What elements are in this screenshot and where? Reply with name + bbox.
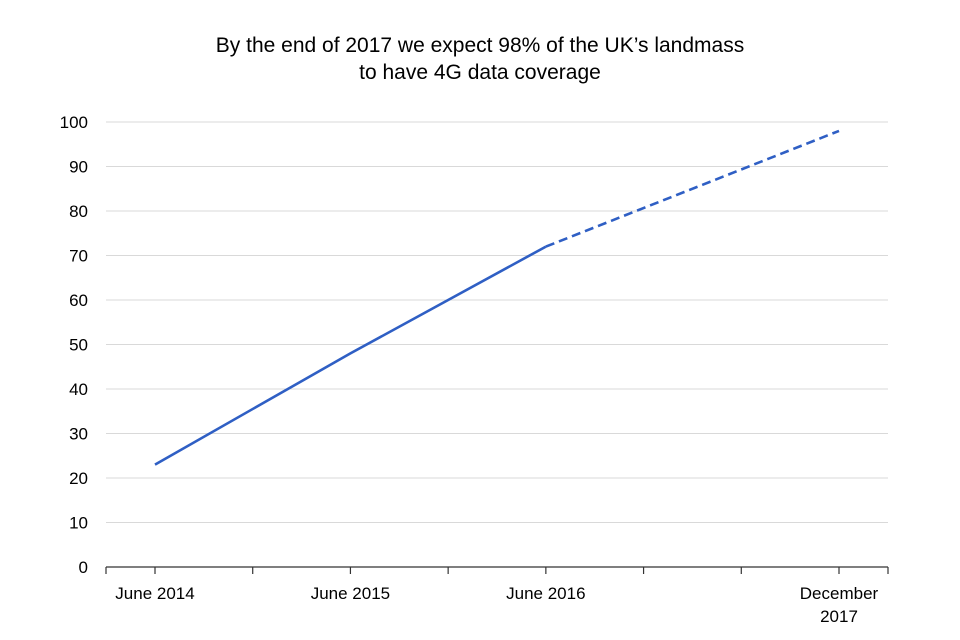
x-tick-label-line: June 2016 <box>506 584 585 603</box>
y-tick-label: 90 <box>69 158 88 177</box>
forecast-line <box>545 129 840 248</box>
y-tick-label: 20 <box>69 469 88 488</box>
y-tick-label: 70 <box>69 247 88 266</box>
x-tick-label-line: December <box>800 584 879 603</box>
y-tick-label: 80 <box>69 202 88 221</box>
y-axis-ticks: 0 10 20 30 40 50 60 70 80 90 100 <box>60 113 88 577</box>
x-tick-label-line: 2017 <box>820 607 858 626</box>
x-tick-label: December 2017 <box>800 584 879 626</box>
chart-title: By the end of 2017 we expect 98% of the … <box>0 32 960 86</box>
y-tick-label: 60 <box>69 291 88 310</box>
y-tick-label: 10 <box>69 514 88 533</box>
chart-title-line-1: By the end of 2017 we expect 98% of the … <box>215 34 745 57</box>
y-tick-label: 0 <box>79 558 88 577</box>
y-tick-label: 30 <box>69 425 88 444</box>
y-tick-label: 50 <box>69 336 88 355</box>
y-tick-label: 40 <box>69 380 88 399</box>
coverage-line <box>154 245 547 466</box>
y-tick-label: 100 <box>60 113 88 132</box>
x-axis: June 2014 June 2015 June 2016 December 2017 <box>105 566 889 626</box>
x-tick-label: June 2016 <box>506 584 585 603</box>
x-tick-label-line: June 2014 <box>115 584 194 603</box>
gridlines <box>106 121 888 523</box>
x-tick-label: June 2015 <box>311 584 390 603</box>
chart-title-line-2: to have 4G data coverage <box>359 61 601 84</box>
series-lines <box>154 129 840 466</box>
x-tick-label-line: June 2015 <box>311 584 390 603</box>
x-tick-label: June 2014 <box>115 584 194 603</box>
